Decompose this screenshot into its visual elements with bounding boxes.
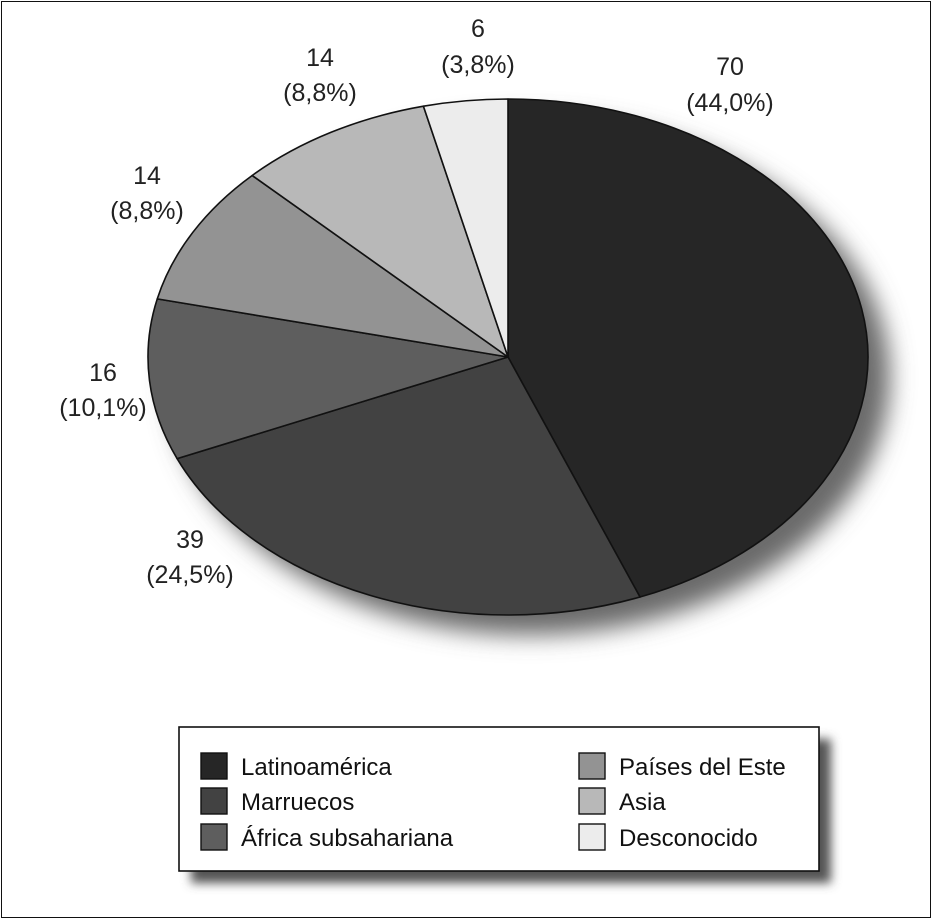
- slice-value-label: 6: [471, 15, 485, 43]
- pie-slice-3: [147, 298, 509, 460]
- legend-swatch: [200, 787, 228, 815]
- slice-percent-label: (10,1%): [59, 394, 147, 422]
- slice-value-label: 16: [89, 359, 117, 387]
- legend-label: Desconocido: [619, 825, 758, 852]
- legend-swatch: [578, 752, 606, 780]
- slice-value-label: 14: [133, 162, 161, 190]
- legend-swatch: [578, 787, 606, 815]
- slice-percent-label: (8,8%): [110, 197, 184, 225]
- legend-label: África subsahariana: [241, 825, 454, 852]
- legend-label: Asia: [619, 789, 666, 816]
- slice-percent-label: (24,5%): [146, 561, 234, 589]
- pie-slice-2: [176, 356, 641, 616]
- legend-swatch: [200, 752, 228, 780]
- slice-value-label: 39: [176, 526, 204, 554]
- pie-slice-6: [422, 98, 509, 358]
- pie-slice-1: [507, 98, 869, 598]
- legend-label: Marruecos: [241, 789, 354, 816]
- legend-swatch: [200, 823, 228, 851]
- slice-value-label: 14: [306, 44, 334, 72]
- slice-percent-label: (44,0%): [686, 89, 774, 117]
- legend-swatch: [578, 823, 606, 851]
- slice-percent-label: (3,8%): [441, 51, 515, 79]
- legend-label: Latinoamérica: [241, 754, 392, 781]
- pie-slice-4: [156, 174, 509, 358]
- legend-label: Países del Este: [619, 754, 786, 781]
- slice-percent-label: (8,8%): [283, 79, 357, 107]
- slice-value-label: 70: [716, 53, 744, 81]
- legend-box: [178, 726, 820, 872]
